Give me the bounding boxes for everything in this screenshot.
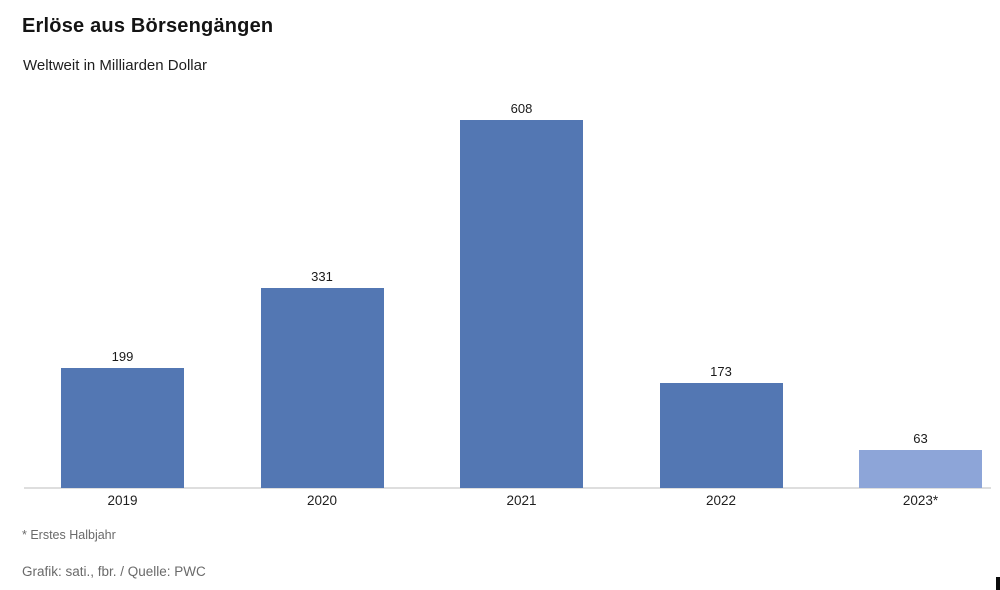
bar-column: 331 xyxy=(260,269,384,488)
bar-value-label: 331 xyxy=(311,269,333,284)
bar xyxy=(460,120,583,488)
bar-value-label: 608 xyxy=(510,101,533,116)
corner-artifact xyxy=(996,577,1000,590)
chart-subtitle: Weltweit in Milliarden Dollar xyxy=(23,57,207,74)
x-axis-category-label: 2021 xyxy=(506,493,537,508)
x-axis-category-label: 2022 xyxy=(705,493,737,508)
bar-column: 63 xyxy=(859,432,982,488)
bar-value-label: 173 xyxy=(710,364,732,379)
chart-source-credit: Grafik: sati., fbr. / Quelle: PWC xyxy=(22,564,206,579)
bar-column: 199 xyxy=(61,350,184,488)
bar xyxy=(260,288,384,488)
x-axis-baseline xyxy=(24,487,991,489)
chart-footnote: * Erstes Halbjahr xyxy=(22,528,116,542)
bar xyxy=(659,383,783,488)
bar-value-label: 199 xyxy=(111,349,134,364)
chart-title: Erlöse aus Börsengängen xyxy=(22,15,274,37)
x-axis-category-label: 2023* xyxy=(902,493,939,508)
bar-value-label: 63 xyxy=(913,431,928,446)
bar-column: 608 xyxy=(460,102,583,488)
bar xyxy=(61,368,184,488)
x-axis-category-label: 2020 xyxy=(306,493,338,508)
bar xyxy=(859,450,982,488)
bar-column: 173 xyxy=(659,364,783,488)
x-axis-category-label: 2019 xyxy=(107,493,138,508)
